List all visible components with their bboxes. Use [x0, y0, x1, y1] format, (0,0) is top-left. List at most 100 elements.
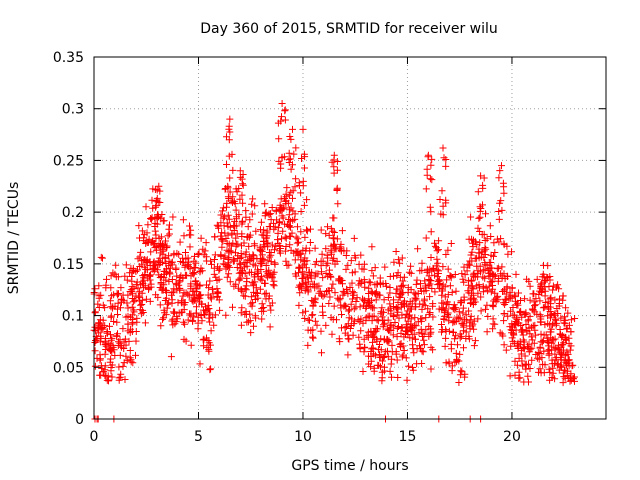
data-point — [169, 213, 177, 221]
data-point — [231, 217, 239, 225]
data-point — [142, 203, 150, 211]
data-point — [225, 122, 233, 130]
data-point — [478, 248, 486, 256]
data-point — [399, 299, 407, 307]
data-point — [345, 314, 353, 322]
data-point — [297, 228, 305, 236]
data-point — [225, 254, 233, 262]
data-point — [393, 311, 401, 319]
data-point — [474, 224, 482, 232]
data-point — [357, 251, 365, 259]
data-point — [435, 237, 443, 245]
data-point — [232, 206, 240, 214]
data-point — [439, 263, 447, 271]
data-point — [248, 210, 256, 218]
data-point — [333, 235, 341, 243]
data-point — [91, 285, 99, 293]
data-point — [546, 303, 554, 311]
data-point — [260, 256, 268, 264]
data-point — [165, 277, 173, 285]
data-point — [563, 372, 571, 380]
data-point — [238, 218, 246, 226]
data-point — [313, 258, 320, 266]
data-point — [398, 324, 406, 332]
data-point — [431, 288, 439, 296]
data-point — [189, 297, 197, 305]
data-point — [417, 285, 425, 292]
data-point — [261, 209, 269, 217]
data-point — [469, 239, 476, 247]
data-point — [238, 253, 246, 261]
data-point — [225, 270, 233, 278]
data-point — [197, 264, 205, 272]
data-point — [545, 351, 553, 359]
data-point — [374, 361, 382, 369]
data-point — [121, 272, 129, 280]
data-point — [441, 342, 449, 350]
data-point — [417, 315, 425, 323]
data-point — [457, 367, 465, 375]
data-point — [482, 305, 489, 313]
data-point — [303, 226, 310, 234]
data-point — [301, 260, 309, 268]
data-point — [560, 316, 568, 324]
data-point — [245, 242, 253, 250]
data-point — [438, 291, 446, 299]
data-point — [390, 272, 397, 280]
data-point — [541, 321, 549, 329]
data-point — [223, 273, 231, 281]
data-point — [474, 273, 482, 281]
data-point — [392, 248, 400, 255]
data-point — [97, 362, 105, 370]
data-point — [296, 264, 304, 272]
data-point — [427, 328, 435, 336]
data-point — [518, 313, 526, 321]
data-point — [397, 291, 405, 299]
data-point — [115, 363, 123, 371]
data-point — [102, 335, 109, 342]
data-point — [446, 282, 454, 290]
data-point — [141, 319, 149, 327]
data-point — [476, 213, 484, 221]
data-point — [296, 289, 304, 297]
data-point — [420, 341, 428, 349]
data-point — [528, 356, 536, 364]
data-point — [243, 274, 251, 282]
data-point — [456, 350, 464, 358]
data-point — [427, 161, 435, 169]
data-point — [427, 254, 435, 261]
data-point — [233, 264, 241, 271]
data-point — [443, 300, 451, 308]
data-point — [223, 246, 231, 254]
data-point — [551, 311, 559, 319]
data-point — [412, 290, 420, 298]
data-point — [303, 283, 311, 291]
data-point — [344, 331, 352, 339]
data-point — [433, 247, 441, 255]
data-point — [346, 306, 353, 314]
data-point — [442, 251, 450, 258]
data-point — [167, 353, 175, 361]
data-point — [267, 306, 275, 314]
data-point — [452, 317, 460, 325]
data-point — [406, 311, 414, 319]
data-point — [422, 314, 430, 322]
data-point — [299, 309, 307, 317]
data-point — [339, 287, 347, 295]
data-point — [299, 182, 307, 190]
data-point — [185, 231, 193, 239]
data-point — [542, 331, 550, 339]
data-point — [166, 270, 174, 278]
data-point — [405, 362, 413, 370]
data-point — [304, 278, 312, 286]
data-point — [225, 152, 233, 160]
data-point — [218, 243, 226, 251]
data-point — [327, 225, 335, 233]
data-point — [455, 308, 463, 316]
data-point — [91, 347, 99, 355]
y-tick-label: 0 — [75, 412, 84, 428]
data-point — [136, 253, 144, 261]
data-point — [384, 294, 392, 301]
data-point — [214, 288, 222, 296]
data-point — [99, 316, 107, 324]
